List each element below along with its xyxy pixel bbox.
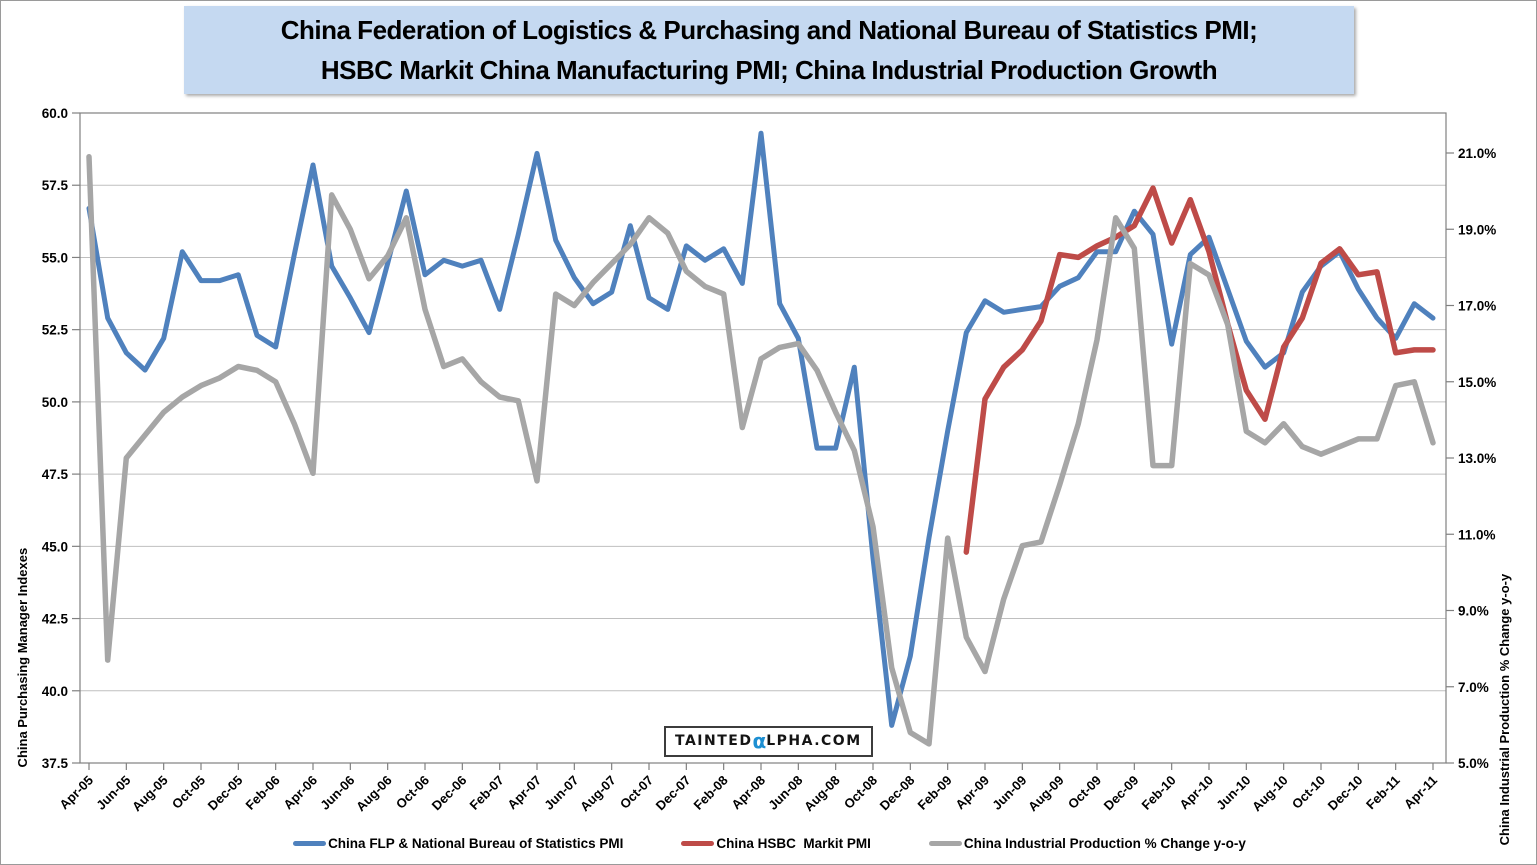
legend-item-ip-growth: China Industrial Production % Change y-o… [928, 835, 1246, 851]
left-tick-label: 45.0 [42, 539, 68, 554]
x-tick-label: Oct-09 [1065, 773, 1104, 812]
right-tick-label: 13.0% [1458, 451, 1496, 466]
legend-item-nbs-pmi: China FLP & National Bureau of Statistic… [293, 836, 623, 851]
left-tick-label: 37.5 [42, 756, 69, 771]
left-axis-title: China Purchasing Manager Indexes [15, 547, 30, 768]
x-tick-label: Oct-10 [1289, 773, 1328, 812]
left-tick-label: 40.0 [42, 684, 68, 699]
left-tick-label: 57.5 [42, 178, 69, 193]
x-tick-label: Aug-10 [1249, 773, 1291, 815]
legend-swatch-red-line [681, 840, 715, 846]
x-tick-label: Apr-08 [728, 773, 768, 813]
right-tick-label: 11.0% [1458, 527, 1496, 542]
left-tick-label: 42.5 [42, 612, 69, 627]
series-line-0 [86, 130, 1436, 728]
x-tick-label: Oct-05 [169, 773, 208, 812]
x-tick-label: Jun-05 [93, 773, 133, 813]
x-tick-label: Jun-07 [541, 773, 581, 813]
watermark-alpha-glyph: α [752, 729, 767, 753]
x-tick-label: Feb-10 [1139, 773, 1179, 813]
x-tick-label: Jun-09 [989, 773, 1029, 813]
right-tick-label: 21.0% [1458, 146, 1496, 161]
taintedalpha-watermark: TAINTED α LPHA.COM [664, 726, 873, 757]
watermark-text-post: LPHA.COM [766, 733, 862, 749]
x-tick-label: Jun-10 [1213, 773, 1253, 813]
x-tick-label: Aug-05 [129, 773, 171, 815]
right-tick-label: 7.0% [1458, 680, 1489, 695]
x-tick-label: Apr-06 [280, 773, 320, 813]
x-tick-label: Dec-07 [653, 773, 694, 814]
x-tick-label: Dec-10 [1325, 773, 1366, 814]
x-tick-label: Feb-06 [243, 773, 283, 813]
x-tick-label: Apr-07 [504, 773, 544, 813]
left-tick-label: 50.0 [42, 395, 68, 410]
x-tick-label: Aug-07 [577, 773, 619, 815]
right-tick-label: 5.0% [1458, 756, 1489, 771]
right-tick-label: 17.0% [1458, 299, 1496, 314]
x-tick-label: Apr-05 [56, 773, 96, 813]
x-tick-label: Aug-08 [801, 773, 843, 815]
x-tick-label: Dec-09 [1101, 773, 1142, 814]
left-tick-label: 52.5 [42, 323, 69, 338]
chart-legend: China FLP & National Bureau of Statistic… [1, 830, 1536, 856]
x-tick-label: Oct-07 [617, 773, 656, 812]
series-line-1 [963, 185, 1436, 555]
left-tick-label: 55.0 [42, 250, 68, 265]
x-tick-label: Dec-06 [429, 773, 470, 814]
chart-title-banner: China Federation of Logistics & Purchasi… [184, 6, 1354, 94]
series-line-2 [86, 154, 1436, 747]
x-tick-label: Aug-06 [353, 773, 395, 815]
x-tick-label: Dec-08 [877, 773, 918, 814]
x-tick-label: Feb-08 [691, 773, 731, 813]
right-tick-label: 19.0% [1458, 222, 1496, 237]
x-tick-label: Feb-09 [915, 773, 955, 813]
x-tick-label: Apr-09 [952, 773, 992, 813]
x-tick-label: Apr-11 [1401, 773, 1440, 812]
x-tick-label: Dec-05 [205, 773, 246, 814]
chart-title-line2: HSBC Markit China Manufacturing PMI; Chi… [320, 55, 1218, 85]
chart-title-line1: China Federation of Logistics & Purchasi… [280, 15, 1258, 45]
legend-swatch-gray-line [928, 840, 962, 846]
x-tick-label: Feb-11 [1363, 773, 1403, 813]
legend-item-hsbc-pmi: China HSBC Markit PMI [681, 836, 871, 851]
plot-border [79, 112, 1447, 764]
left-tick-label: 47.5 [42, 467, 69, 482]
legend-label-ip-growth: China Industrial Production % Change y-o… [963, 835, 1246, 851]
x-tick-label: Oct-06 [393, 773, 432, 812]
x-tick-label: Oct-08 [841, 773, 880, 812]
left-tick-label: 60.0 [42, 106, 68, 121]
x-tick-label: Aug-09 [1025, 773, 1067, 815]
legend-swatch-blue-line [293, 840, 327, 846]
x-tick-label: Feb-07 [467, 773, 507, 813]
x-tick-label: Apr-10 [1176, 773, 1216, 813]
watermark-text-pre: TAINTED [675, 733, 753, 749]
right-tick-label: 15.0% [1458, 375, 1496, 390]
right-tick-label: 9.0% [1458, 604, 1489, 619]
x-tick-label: Jun-08 [765, 773, 805, 813]
right-axis-title: China Industrial Production % Change y-o… [1497, 573, 1512, 846]
legend-label-hsbc-pmi: China HSBC Markit PMI [716, 835, 871, 851]
legend-label-nbs-pmi: China FLP & National Bureau of Statistic… [328, 835, 624, 851]
x-tick-label: Jun-06 [317, 773, 357, 813]
